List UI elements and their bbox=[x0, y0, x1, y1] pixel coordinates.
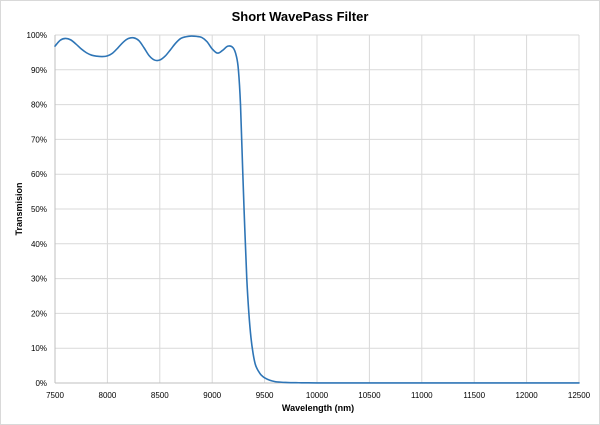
x-tick-label: 7500 bbox=[46, 391, 64, 400]
x-axis-title: Wavelength (nm) bbox=[281, 403, 355, 413]
y-tick-label: 80% bbox=[31, 101, 47, 110]
y-tick-label: 50% bbox=[31, 205, 47, 214]
y-tick-label: 70% bbox=[31, 135, 47, 144]
x-tick-label: 9000 bbox=[203, 391, 221, 400]
series-line-0 bbox=[54, 35, 580, 384]
x-tick-label: 12000 bbox=[515, 391, 538, 400]
chart-title: Short WavePass Filter bbox=[231, 9, 369, 24]
y-tick-label: 20% bbox=[31, 309, 47, 318]
y-tick-label: 90% bbox=[31, 66, 47, 75]
x-tick-label: 10000 bbox=[306, 391, 329, 400]
y-tick-label: 40% bbox=[31, 240, 47, 249]
series-layer bbox=[54, 35, 580, 384]
x-tick-label: 11500 bbox=[463, 391, 485, 400]
y-tick-label: 0% bbox=[35, 379, 47, 388]
y-tick-label: 60% bbox=[31, 170, 47, 179]
x-tick-label: 8500 bbox=[151, 391, 169, 400]
grid-lines bbox=[54, 34, 580, 384]
y-tick-label: 30% bbox=[31, 275, 47, 284]
y-tick-label: 100% bbox=[27, 31, 47, 40]
tick-labels: 7500 8000 8500 9000 9500 10000 10500 11000 11500… bbox=[27, 31, 591, 400]
y-tick-label: 10% bbox=[31, 344, 47, 353]
x-tick-label: 12500 bbox=[568, 391, 591, 400]
x-tick-label: 11000 bbox=[411, 391, 433, 400]
x-tick-label: 9500 bbox=[256, 391, 274, 400]
x-tick-label: 10500 bbox=[358, 391, 381, 400]
x-tick-label: 8000 bbox=[99, 391, 117, 400]
y-axis-title: Transmision bbox=[14, 182, 24, 236]
